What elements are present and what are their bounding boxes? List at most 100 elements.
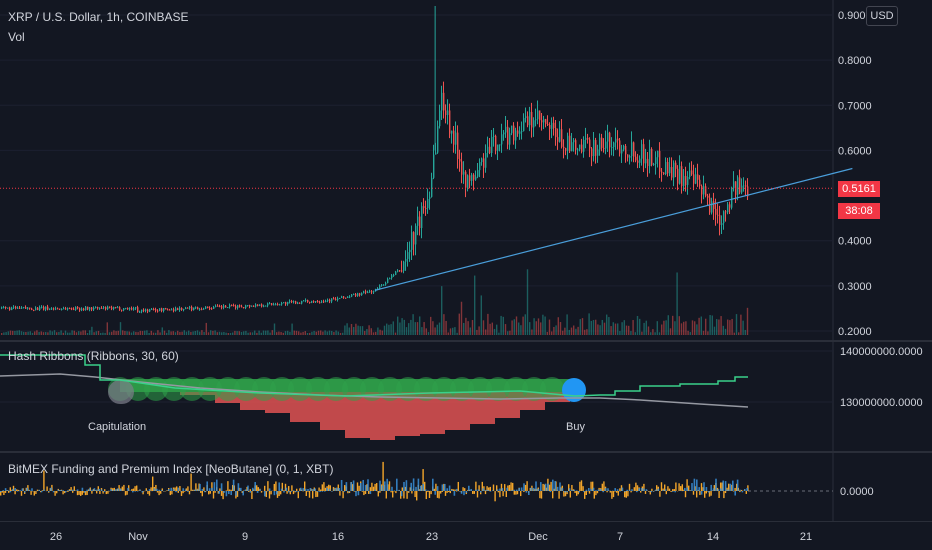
volume-bar bbox=[412, 314, 414, 335]
candle bbox=[725, 211, 727, 213]
funding-bar bbox=[376, 483, 378, 491]
hash-ribbons-title[interactable]: Hash Ribbons (Ribbons, 30, 60) bbox=[8, 349, 179, 363]
candle bbox=[225, 305, 227, 308]
candle bbox=[639, 158, 641, 163]
candle bbox=[13, 306, 15, 308]
candle bbox=[403, 261, 405, 271]
candle bbox=[53, 308, 55, 310]
premium-bar bbox=[148, 489, 151, 491]
premium-bar bbox=[307, 489, 309, 491]
candle bbox=[309, 302, 311, 304]
candles bbox=[1, 81, 749, 314]
funding-bar bbox=[182, 491, 184, 494]
funding-bar bbox=[374, 483, 376, 491]
volume-bar bbox=[529, 322, 531, 335]
volume-bar bbox=[414, 322, 416, 335]
candle bbox=[585, 137, 587, 140]
candle bbox=[621, 149, 623, 154]
candle bbox=[179, 308, 181, 311]
volume-bar bbox=[337, 331, 339, 335]
premium-bar bbox=[352, 480, 355, 491]
funding-bar bbox=[568, 484, 570, 491]
premium-bar bbox=[715, 478, 717, 491]
funding-bar bbox=[88, 489, 90, 491]
candle bbox=[135, 307, 137, 309]
funding-bar bbox=[649, 491, 651, 495]
volume-bar bbox=[29, 331, 31, 335]
funding-bar bbox=[190, 473, 192, 491]
funding-bar bbox=[577, 491, 579, 495]
funding-bar bbox=[24, 491, 26, 494]
funding-bar bbox=[83, 491, 85, 493]
premium-bar bbox=[21, 488, 24, 491]
candle bbox=[267, 303, 269, 306]
funding-bar bbox=[614, 491, 616, 492]
candle bbox=[393, 274, 395, 276]
funding-bar bbox=[40, 491, 42, 493]
volume-bar bbox=[331, 330, 333, 335]
candle bbox=[457, 132, 459, 159]
volume-bar bbox=[548, 319, 551, 335]
funding-bar bbox=[678, 483, 680, 491]
funding-bar bbox=[225, 490, 227, 491]
volume-bar bbox=[401, 318, 403, 335]
premium-bar bbox=[295, 491, 297, 492]
volume-bar bbox=[397, 316, 399, 335]
volume-bar bbox=[632, 320, 634, 335]
candle bbox=[657, 150, 659, 158]
premium-bar bbox=[561, 488, 564, 491]
funding-bar bbox=[588, 491, 591, 494]
funding-bar bbox=[478, 485, 480, 491]
premium-bar bbox=[614, 488, 616, 491]
candle bbox=[625, 145, 627, 155]
funding-bar bbox=[273, 483, 275, 491]
volume-bar bbox=[650, 332, 652, 335]
funding-bar bbox=[171, 491, 173, 495]
funding-bar bbox=[476, 491, 479, 498]
candle bbox=[241, 306, 243, 308]
candle bbox=[369, 291, 371, 293]
premium-bar bbox=[616, 489, 619, 491]
ribbon-dot bbox=[396, 377, 420, 401]
premium-bar bbox=[456, 488, 458, 491]
volume-label[interactable]: Vol bbox=[8, 30, 25, 44]
volume-bar bbox=[311, 331, 313, 335]
premium-bar bbox=[386, 478, 388, 491]
volume-bar bbox=[700, 316, 702, 335]
candle bbox=[453, 130, 455, 145]
candle bbox=[517, 130, 519, 134]
volume-bar bbox=[177, 330, 179, 335]
volume-bar bbox=[713, 326, 716, 335]
funding-bar bbox=[68, 489, 71, 491]
time-tick-label: 9 bbox=[242, 531, 248, 543]
candle bbox=[405, 258, 407, 262]
candle bbox=[695, 174, 697, 184]
volume-bar bbox=[199, 331, 201, 335]
funding-bar bbox=[249, 489, 251, 491]
funding-bar bbox=[56, 491, 58, 494]
currency-button[interactable]: USD bbox=[866, 6, 898, 26]
candle bbox=[631, 142, 633, 157]
candle bbox=[363, 291, 365, 294]
funding-bar bbox=[542, 483, 544, 491]
volume-bar bbox=[282, 332, 284, 335]
volume-bar bbox=[324, 330, 326, 335]
candle bbox=[329, 299, 331, 302]
candle bbox=[73, 308, 75, 310]
funding-bar bbox=[72, 491, 74, 493]
bitmex-funding-title[interactable]: BitMEX Funding and Premium Index [NeoBut… bbox=[8, 462, 334, 476]
volume-bar bbox=[379, 329, 381, 335]
funding-bar bbox=[81, 491, 83, 495]
funding-bar bbox=[297, 491, 299, 499]
premium-bar bbox=[739, 489, 741, 491]
premium-bar bbox=[710, 484, 712, 491]
candle bbox=[191, 306, 193, 311]
premium-bar bbox=[583, 491, 585, 493]
candle bbox=[349, 296, 351, 298]
premium-bar bbox=[496, 489, 499, 491]
symbol-title[interactable]: XRP / U.S. Dollar, 1h, COINBASE bbox=[8, 10, 189, 24]
volume-bars bbox=[1, 269, 749, 335]
volume-bar bbox=[377, 327, 379, 335]
premium-bar bbox=[16, 491, 19, 492]
